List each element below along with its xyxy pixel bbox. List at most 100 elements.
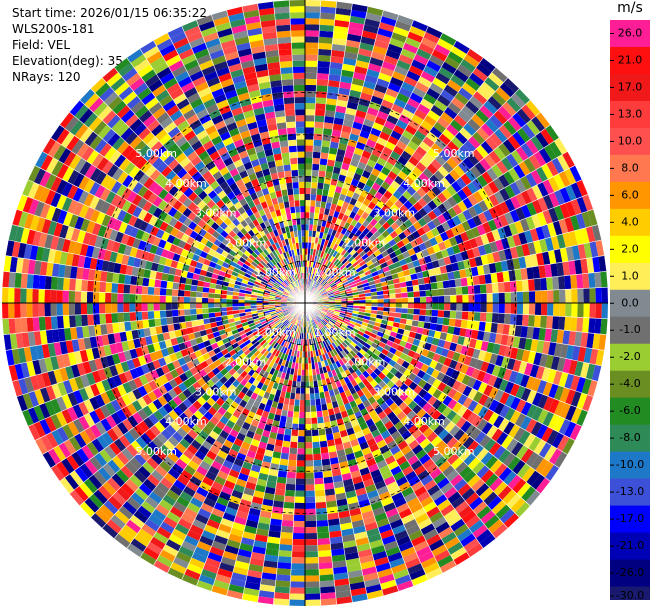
gate-cell bbox=[330, 463, 341, 471]
gate-cell bbox=[311, 423, 319, 431]
gate-cell bbox=[305, 230, 309, 237]
gate-cell bbox=[50, 303, 57, 317]
gate-cell bbox=[174, 246, 184, 256]
gate-cell bbox=[280, 267, 286, 274]
gate-cell bbox=[249, 354, 257, 362]
gate-cell bbox=[288, 284, 294, 290]
gate-cell bbox=[559, 402, 571, 419]
gate-cell bbox=[293, 84, 305, 92]
gate-cell bbox=[430, 369, 440, 379]
gate-cell bbox=[447, 398, 458, 410]
gate-cell bbox=[267, 123, 278, 132]
gate-cell bbox=[190, 314, 198, 322]
gate-cell bbox=[369, 332, 377, 339]
gate-cell bbox=[358, 98, 371, 108]
gate-cell bbox=[338, 314, 346, 319]
gate-cell bbox=[268, 268, 275, 275]
gate-cell bbox=[189, 338, 198, 347]
gate-cell bbox=[305, 212, 310, 219]
gate-cell bbox=[84, 427, 97, 442]
gate-cell bbox=[314, 262, 319, 269]
gate-cell bbox=[364, 309, 372, 314]
gate-cell bbox=[264, 264, 271, 271]
gate-cell bbox=[401, 430, 412, 441]
gate-cell bbox=[120, 109, 135, 124]
gate-cell bbox=[404, 450, 416, 461]
gate-cell bbox=[277, 344, 283, 352]
gate-cell bbox=[248, 344, 256, 352]
gate-cell bbox=[173, 405, 184, 417]
gate-cell bbox=[305, 466, 314, 473]
gate-cell bbox=[278, 331, 284, 338]
gate-cell bbox=[74, 216, 85, 230]
gate-cell bbox=[141, 311, 149, 321]
gate-cell bbox=[422, 392, 433, 403]
gate-cell bbox=[232, 295, 239, 300]
gate-cell bbox=[433, 424, 445, 436]
gate-cell bbox=[365, 418, 375, 428]
gate-cell bbox=[311, 280, 315, 287]
gate-cell bbox=[267, 437, 277, 446]
gate-cell bbox=[22, 179, 34, 197]
gate-cell bbox=[240, 378, 249, 387]
gate-cell bbox=[346, 408, 355, 417]
gate-cell bbox=[275, 408, 283, 416]
gate-cell bbox=[74, 123, 89, 140]
gate-cell bbox=[107, 495, 123, 511]
gate-cell bbox=[335, 238, 342, 246]
gate-cell bbox=[430, 435, 443, 448]
gate-cell bbox=[243, 487, 255, 497]
gate-cell bbox=[315, 343, 320, 350]
gate-cell bbox=[234, 263, 243, 270]
gate-cell bbox=[211, 135, 223, 146]
gate-cell bbox=[352, 71, 367, 81]
gate-cell bbox=[352, 121, 364, 131]
gate-cell bbox=[298, 363, 302, 370]
gate-cell bbox=[278, 550, 292, 558]
gate-cell bbox=[186, 360, 195, 370]
gate-cell bbox=[264, 43, 279, 52]
gate-cell bbox=[93, 120, 107, 136]
gate-cell bbox=[411, 366, 421, 376]
gate-cell bbox=[350, 330, 358, 337]
gate-cell bbox=[288, 374, 294, 381]
gate-cell bbox=[135, 436, 148, 449]
gate-cell bbox=[273, 184, 282, 192]
gate-cell bbox=[305, 448, 313, 455]
gate-cell bbox=[343, 339, 351, 346]
gate-cell bbox=[291, 282, 296, 288]
gate-cell bbox=[326, 312, 333, 317]
gate-cell bbox=[580, 332, 589, 348]
gate-cell bbox=[295, 273, 299, 280]
gate-cell bbox=[322, 258, 328, 266]
gate-cell bbox=[328, 363, 335, 371]
gate-cell bbox=[284, 170, 292, 178]
gate-cell bbox=[265, 117, 277, 126]
gate-cell bbox=[175, 366, 185, 376]
gate-cell bbox=[391, 491, 405, 503]
gate-cell bbox=[197, 190, 208, 201]
gate-cell bbox=[390, 465, 402, 476]
gate-cell bbox=[74, 433, 87, 449]
gate-cell bbox=[227, 314, 234, 320]
gate-cell bbox=[219, 415, 230, 425]
gate-cell bbox=[314, 483, 325, 491]
gate-cell bbox=[250, 300, 257, 303]
gate-cell bbox=[255, 170, 264, 179]
gate-cell bbox=[68, 436, 82, 452]
gate-cell bbox=[537, 394, 549, 409]
gate-cell bbox=[284, 312, 290, 317]
gate-cell bbox=[279, 54, 293, 62]
gate-cell bbox=[305, 48, 319, 55]
gate-cell bbox=[348, 413, 357, 422]
gate-cell bbox=[371, 303, 378, 307]
gate-cell bbox=[340, 131, 351, 140]
gate-cell bbox=[225, 419, 236, 429]
gate-cell bbox=[336, 1, 353, 10]
gate-cell bbox=[172, 253, 181, 262]
gate-cell bbox=[246, 147, 257, 156]
gate-cell bbox=[265, 247, 272, 254]
gate-cell bbox=[326, 323, 333, 329]
gate-cell bbox=[526, 404, 538, 419]
gate-cell bbox=[198, 274, 206, 282]
